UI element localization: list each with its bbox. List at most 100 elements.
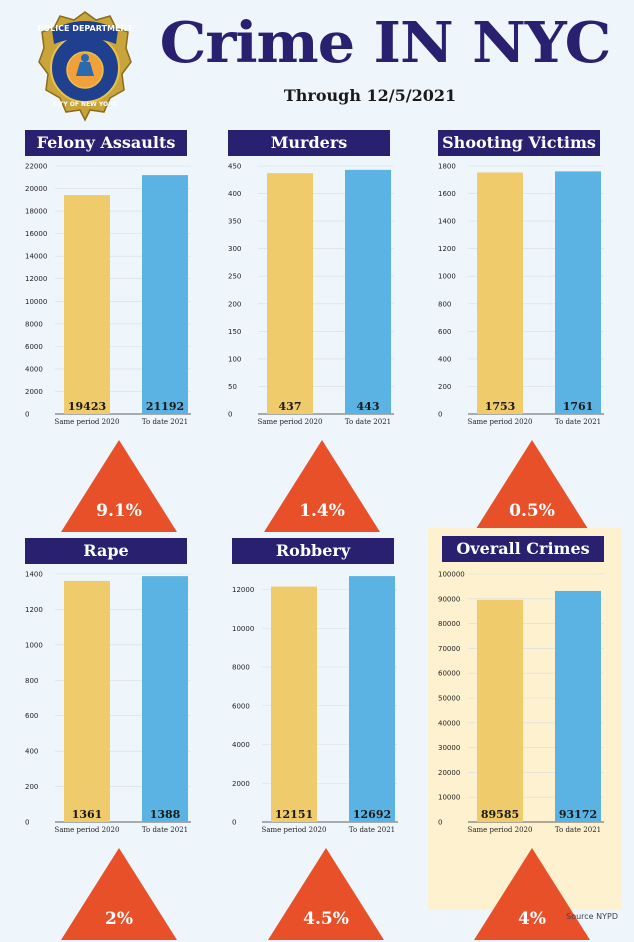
y-tick-label: 0 bbox=[25, 411, 29, 419]
y-tick-label: 2000 bbox=[25, 388, 43, 396]
chart-title: Shooting Victims bbox=[438, 130, 600, 156]
triangle-shape bbox=[264, 440, 380, 532]
bar-chart: 0 200 400 600 800 1000 1200 1400 1600 1800 1753 Sam… bbox=[438, 163, 604, 426]
bar bbox=[142, 576, 188, 822]
bar bbox=[477, 599, 523, 822]
x-category-label: Same period 2020 bbox=[258, 418, 323, 426]
chart-panel-rape: Rape 0 200 400 600 800 1000 1200 1400 1361 Same p… bbox=[25, 538, 215, 940]
x-category-label: Same period 2020 bbox=[468, 418, 533, 426]
y-tick-label: 1000 bbox=[25, 641, 43, 649]
bar bbox=[271, 586, 317, 822]
change-percent-label: 1.4% bbox=[299, 501, 345, 521]
bar-value-label: 89585 bbox=[481, 808, 519, 821]
x-category-label: To date 2021 bbox=[555, 826, 601, 834]
chart-title: Overall Crimes bbox=[442, 536, 604, 562]
bar-value-label: 12151 bbox=[275, 808, 313, 821]
y-tick-label: 0 bbox=[25, 819, 29, 827]
x-category-label: To date 2021 bbox=[142, 826, 188, 834]
y-tick-label: 22000 bbox=[25, 163, 47, 171]
y-tick-label: 8000 bbox=[232, 664, 250, 672]
x-category-label: Same period 2020 bbox=[55, 826, 120, 834]
bar bbox=[64, 195, 110, 414]
y-tick-label: 0 bbox=[438, 411, 442, 419]
bar-value-label: 21192 bbox=[146, 400, 184, 413]
y-tick-label: 200 bbox=[438, 383, 451, 391]
bar-chart: 0 10000 20000 30000 40000 50000 60000 70000 8000… bbox=[438, 571, 604, 834]
y-tick-label: 18000 bbox=[25, 208, 47, 216]
bar bbox=[477, 172, 523, 414]
y-tick-label: 100000 bbox=[438, 571, 465, 579]
badge-text-top: POLICE DEPARTMENT bbox=[38, 24, 132, 33]
triangle-shape bbox=[61, 440, 177, 532]
chart-panel-robbery: Robbery 0 2000 4000 6000 8000 10000 12000 12151… bbox=[232, 538, 422, 940]
y-tick-label: 600 bbox=[438, 328, 451, 336]
y-tick-label: 400 bbox=[438, 355, 451, 363]
change-percent-label: 9.1% bbox=[96, 501, 142, 521]
y-tick-label: 20000 bbox=[438, 769, 460, 777]
change-triangle: 1.4% bbox=[264, 440, 380, 532]
change-triangle: 2% bbox=[61, 848, 177, 940]
triangle-shape bbox=[61, 848, 177, 940]
y-tick-label: 6000 bbox=[25, 343, 43, 351]
change-triangle: 0.5% bbox=[474, 440, 590, 532]
chart-panel-overall-crimes: Overall Crimes 0 10000 20000 30000 40000 5000… bbox=[428, 528, 622, 940]
y-tick-label: 30000 bbox=[438, 744, 460, 752]
y-tick-label: 60000 bbox=[438, 670, 460, 678]
bar bbox=[267, 173, 313, 414]
y-tick-label: 6000 bbox=[232, 702, 250, 710]
change-percent-label: 4.5% bbox=[303, 909, 349, 929]
x-category-label: Same period 2020 bbox=[262, 826, 327, 834]
y-tick-label: 80000 bbox=[438, 620, 460, 628]
chart-panel-murders: Murders 0 50 100 150 200 250 300 350 400 450 437 Sa… bbox=[228, 130, 418, 532]
y-tick-label: 50 bbox=[228, 383, 237, 391]
bar-value-label: 1388 bbox=[150, 808, 181, 821]
y-tick-label: 1400 bbox=[438, 218, 456, 226]
y-tick-label: 300 bbox=[228, 245, 241, 253]
chart-title: Murders bbox=[228, 130, 390, 156]
change-triangle: 4% bbox=[474, 848, 590, 940]
change-triangle: 4.5% bbox=[268, 848, 384, 940]
x-category-label: To date 2021 bbox=[349, 826, 395, 834]
bar bbox=[345, 169, 391, 414]
chart-panel-felony-assaults: Felony Assaults 0 2000 4000 6000 8000 10000 12… bbox=[25, 130, 215, 532]
y-tick-label: 250 bbox=[228, 273, 241, 281]
bar-value-label: 1753 bbox=[485, 400, 516, 413]
y-tick-label: 14000 bbox=[25, 253, 47, 261]
chart-panel-shooting-victims: Shooting Victims 0 200 400 600 800 1000 1200 14… bbox=[438, 130, 628, 532]
change-triangle: 9.1% bbox=[61, 440, 177, 532]
bar-value-label: 443 bbox=[357, 400, 380, 413]
y-tick-label: 4000 bbox=[232, 741, 250, 749]
bar-value-label: 437 bbox=[279, 400, 302, 413]
y-tick-label: 1400 bbox=[25, 571, 43, 579]
y-tick-label: 12000 bbox=[25, 275, 47, 283]
chart-title: Felony Assaults bbox=[25, 130, 187, 156]
y-tick-label: 600 bbox=[25, 712, 38, 720]
x-category-label: To date 2021 bbox=[555, 418, 601, 426]
source-note: Source NYPD bbox=[566, 912, 618, 921]
bar-chart: 0 2000 4000 6000 8000 10000 12000 14000 16000 180… bbox=[25, 163, 191, 426]
y-tick-label: 1800 bbox=[438, 163, 456, 171]
y-tick-label: 4000 bbox=[25, 365, 43, 373]
triangle-shape bbox=[474, 848, 590, 940]
bar-value-label: 1361 bbox=[72, 808, 103, 821]
y-tick-label: 0 bbox=[438, 819, 442, 827]
bar-chart: 0 50 100 150 200 250 300 350 400 450 437 Same perio… bbox=[228, 163, 394, 426]
bar bbox=[64, 580, 110, 822]
y-tick-label: 1200 bbox=[25, 606, 43, 614]
bar-value-label: 1761 bbox=[563, 400, 594, 413]
x-category-label: To date 2021 bbox=[142, 418, 188, 426]
nypd-badge-icon: POLICE DEPARTMENT CITY OF NEW YORK bbox=[38, 11, 132, 122]
bar-value-label: 93172 bbox=[559, 808, 597, 821]
y-tick-label: 800 bbox=[25, 677, 38, 685]
triangle-shape bbox=[474, 440, 590, 532]
y-tick-label: 200 bbox=[25, 783, 38, 791]
bar-chart: 0 200 400 600 800 1000 1200 1400 1361 Same period… bbox=[25, 571, 191, 834]
badge-text-bottom: CITY OF NEW YORK bbox=[53, 101, 118, 108]
y-tick-label: 800 bbox=[438, 300, 451, 308]
y-tick-label: 10000 bbox=[25, 298, 47, 306]
y-tick-label: 8000 bbox=[25, 320, 43, 328]
bar bbox=[142, 175, 188, 414]
y-tick-label: 12000 bbox=[232, 586, 254, 594]
x-category-label: Same period 2020 bbox=[468, 826, 533, 834]
